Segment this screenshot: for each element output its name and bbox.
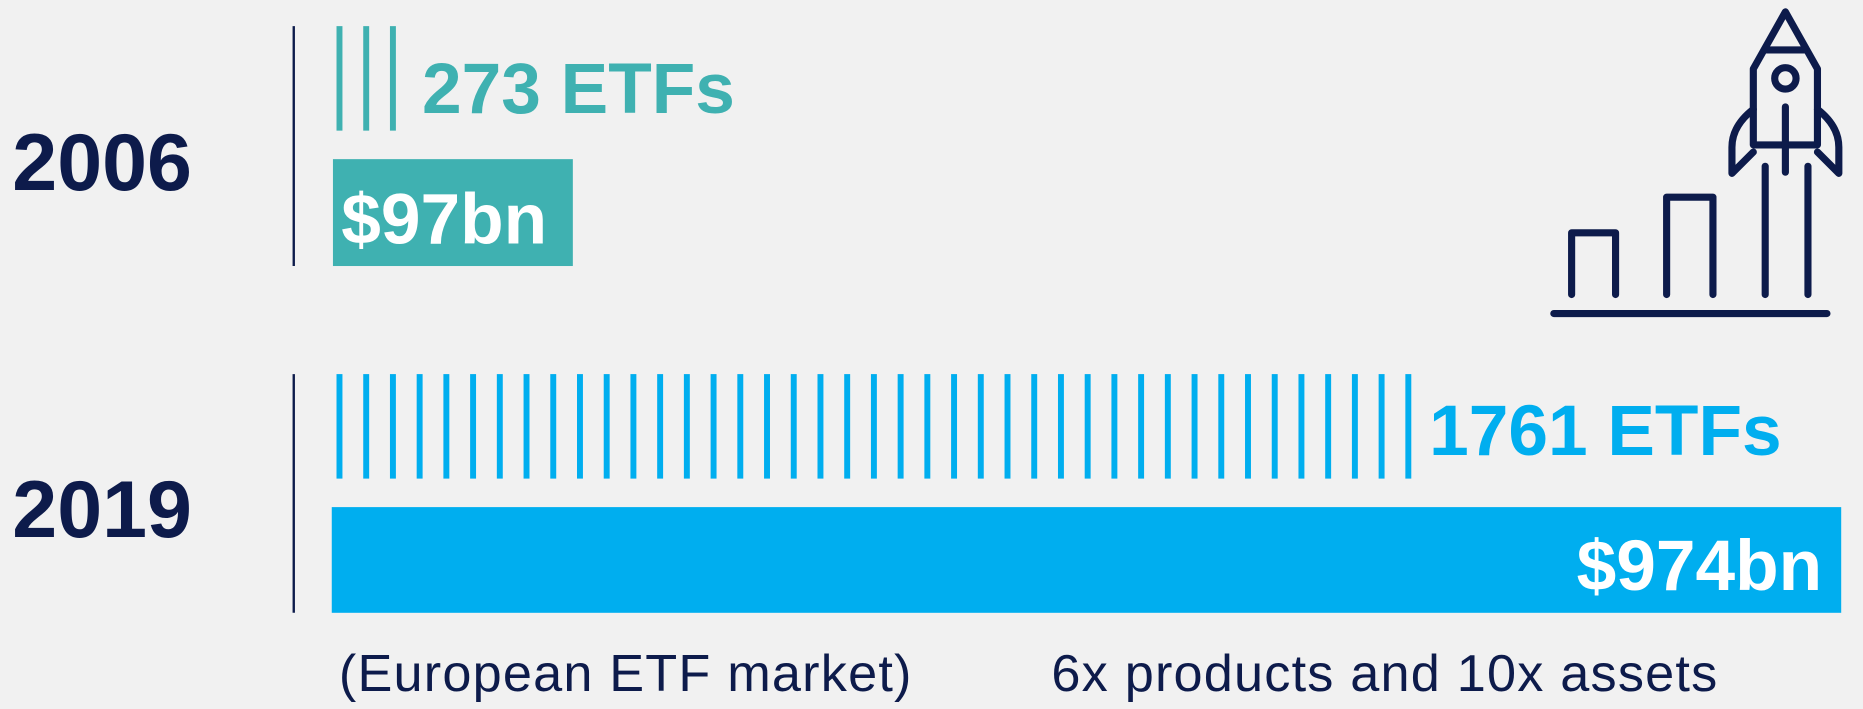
- stripe: [523, 374, 530, 479]
- product-stripes: [336, 26, 396, 131]
- stripe: [1325, 374, 1332, 479]
- stripe: [443, 374, 450, 479]
- stripe: [1191, 374, 1198, 479]
- stripe: [1138, 374, 1145, 479]
- stripe: [1164, 374, 1171, 479]
- stripe: [657, 374, 664, 479]
- stripe: [603, 374, 610, 479]
- stripe: [577, 374, 583, 479]
- stripe: [416, 374, 423, 479]
- footer-summary: 6x products and 10x assets: [1051, 645, 1718, 703]
- stripe: [550, 374, 557, 479]
- stripe: [844, 374, 851, 479]
- stripe: [817, 374, 824, 479]
- footer-note: (European ETF market): [339, 645, 913, 703]
- stripe: [389, 26, 396, 131]
- stripe: [1245, 374, 1251, 479]
- asset-value: $974bn: [1577, 526, 1823, 606]
- stripe: [1218, 374, 1225, 479]
- stripe: [870, 374, 877, 479]
- stripe: [1298, 374, 1305, 479]
- rocket-icon: [1550, 8, 1843, 318]
- stripe: [1031, 374, 1038, 479]
- stripe: [336, 26, 343, 131]
- stripe: [1378, 374, 1385, 479]
- stripe: [951, 374, 958, 479]
- year-label: 2006: [12, 118, 192, 208]
- stripe: [683, 374, 690, 479]
- product-stripes: [336, 374, 1412, 479]
- stripe: [737, 374, 744, 479]
- stripe: [1405, 374, 1412, 479]
- asset-bar: [331, 507, 1842, 613]
- stripe: [1351, 374, 1358, 479]
- stripe: [336, 374, 343, 479]
- stripe: [790, 374, 797, 479]
- stripe: [897, 374, 904, 479]
- stripe: [1084, 374, 1091, 479]
- asset-value: $97bn: [341, 179, 547, 259]
- stripe: [764, 374, 770, 479]
- stripe: [363, 374, 370, 479]
- stripe: [1004, 374, 1011, 479]
- asset-bar: [332, 159, 573, 267]
- stripe: [630, 374, 637, 479]
- stripe: [470, 374, 477, 479]
- stripe: [1057, 374, 1064, 479]
- stripe: [389, 374, 396, 479]
- stripe: [924, 374, 931, 479]
- stripe: [710, 374, 717, 479]
- year-label: 2019: [12, 465, 192, 555]
- stripe: [1111, 374, 1118, 479]
- product-count: 273 ETFs: [422, 49, 735, 129]
- product-count: 1761 ETFs: [1429, 391, 1782, 471]
- stripe: [1271, 374, 1278, 479]
- stripe: [496, 374, 503, 479]
- stripe: [363, 26, 370, 131]
- stripe: [977, 374, 984, 479]
